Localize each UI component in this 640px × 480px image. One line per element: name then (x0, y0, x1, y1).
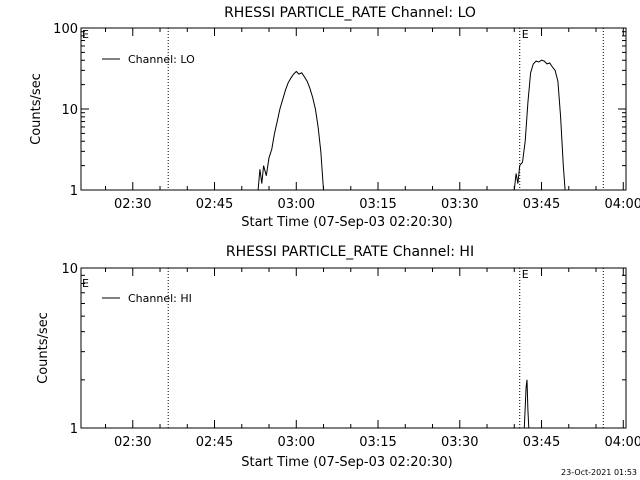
x-tick-label: 04:00 (605, 435, 640, 450)
corner-label: E (82, 277, 89, 290)
x-tick-label: 02:30 (114, 197, 151, 212)
marker-label: E (522, 268, 529, 281)
y-tick-label: 1 (70, 422, 78, 437)
series-line (257, 59, 566, 191)
x-tick-label: 02:45 (196, 197, 233, 212)
x-tick-label: 03:00 (278, 435, 315, 450)
x-ticks: 02:30 02:45 03:00 03:15 03:30 03:45 04:00 (105, 268, 640, 450)
legend: Channel: LO (102, 53, 195, 66)
y-tick-label: 10 (61, 262, 78, 277)
x-tick-label: 03:45 (523, 435, 560, 450)
x-tick-label: 03:30 (441, 435, 478, 450)
legend-entry: Channel: LO (128, 53, 195, 66)
x-axis-label: Start Time (07-Sep-03 02:20:30) (241, 215, 452, 230)
footer-timestamp: 23-Oct-2021 01:53 (561, 468, 637, 477)
x-tick-label: 03:45 (523, 197, 560, 212)
x-axis-label: Start Time (07-Sep-03 02:20:30) (241, 455, 452, 470)
y-ticks: 1 10 (61, 262, 626, 437)
y-axis-label: Counts/sec (29, 73, 44, 145)
markers: E (167, 28, 604, 190)
marker-label: E (522, 28, 529, 41)
plot-frame (80, 267, 627, 429)
y-tick-label: 100 (53, 22, 78, 37)
series-line (523, 379, 530, 429)
y-ticks: 1 10 100 (53, 22, 626, 199)
x-tick-label: 03:30 (441, 197, 478, 212)
chart-title: RHESSI PARTICLE_RATE Channel: HI (226, 244, 474, 260)
x-tick-label: 03:15 (359, 197, 396, 212)
x-tick-label: 03:00 (278, 197, 315, 212)
y-tick-label: 10 (61, 103, 78, 118)
chart-panel-hi: RHESSI PARTICLE_RATE Channel: HI Counts/… (36, 244, 640, 470)
legend-entry: Channel: HI (128, 292, 192, 305)
x-tick-label: 04:00 (605, 197, 640, 212)
x-tick-label: 02:45 (196, 435, 233, 450)
chart-panel-lo: RHESSI PARTICLE_RATE Channel: LO Counts/… (29, 5, 640, 230)
corner-label: E (82, 28, 89, 41)
y-axis-label: Counts/sec (36, 312, 51, 384)
x-ticks: 02:30 02:45 03:00 03:15 03:30 03:45 04:00 (105, 28, 640, 212)
markers: E (167, 268, 604, 428)
x-tick-label: 03:15 (359, 435, 396, 450)
chart-title: RHESSI PARTICLE_RATE Channel: LO (224, 5, 476, 21)
y-tick-label: 1 (70, 184, 78, 199)
legend: Channel: HI (102, 292, 192, 305)
x-tick-label: 02:30 (114, 435, 151, 450)
